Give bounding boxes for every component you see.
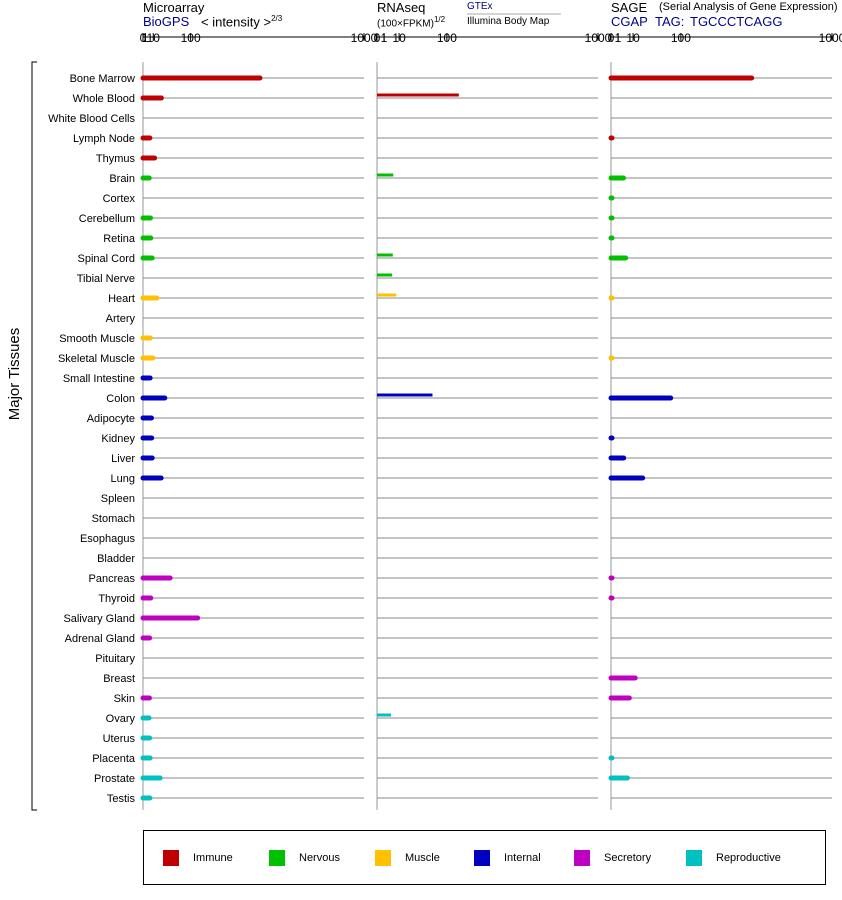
tissue-label-colon: Colon (106, 393, 135, 405)
tissue-label-adrenal-gland: Adrenal Gland (65, 633, 135, 645)
sage-tick-label-1: 1 (615, 31, 622, 45)
tissue-label-bladder: Bladder (97, 553, 135, 565)
tissue-label-stomach: Stomach (92, 513, 135, 525)
legend-swatch-immune (163, 850, 179, 866)
sage-tag-sequence: TGCCCTCAGG (690, 14, 783, 29)
tissue-label-thyroid: Thyroid (98, 593, 135, 605)
microarray-measure-exponent: 2/3 (271, 14, 283, 23)
tissue-label-lung: Lung (111, 473, 135, 485)
sage-tag-label: TAG: (655, 14, 685, 29)
tissue-label-lymph-node: Lymph Node (73, 133, 135, 145)
tissue-label-cortex: Cortex (103, 193, 136, 205)
tissue-label-adipocyte: Adipocyte (87, 413, 135, 425)
tissue-label-retina: Retina (103, 233, 136, 245)
legend-item-immune: Immune (163, 850, 233, 866)
tissue-label-pituitary: Pituitary (95, 653, 135, 665)
tissue-label-salivary-gland: Salivary Gland (63, 613, 135, 625)
tissue-label-white-blood-cells: White Blood Cells (48, 113, 135, 125)
rnaseq-measure-exponent: 1/2 (433, 15, 446, 24)
tissue-label-spleen: Spleen (101, 493, 135, 505)
rnaseq-tick-label-0: 0 (374, 31, 381, 45)
legend: Immune Nervous Muscle Internal Secretory… (143, 830, 826, 885)
rnaseq-measure-text: (100×FPKM) (377, 18, 434, 30)
legend-label-nervous: Nervous (299, 852, 340, 864)
sage-tick-label-0: 0 (608, 31, 615, 45)
tissue-label-testis: Testis (107, 793, 136, 805)
legend-label-internal: Internal (504, 852, 541, 864)
rnaseq-tick-label-1: 1 (381, 31, 388, 45)
legend-swatch-reproductive (686, 850, 702, 866)
microarray-measure-text: < intensity > (201, 14, 272, 30)
legend-item-muscle: Muscle (375, 850, 440, 866)
rnaseq-title: RNAseq (377, 0, 426, 15)
microarray-tick-label-1: 1 (142, 31, 149, 45)
rnaseq-tick-label-10: 10 (392, 31, 406, 45)
legend-label-reproductive: Reproductive (716, 852, 781, 864)
tissue-label-pancreas: Pancreas (89, 573, 136, 585)
y-axis-label: Major Tissues (6, 328, 23, 421)
sage-tick-label-100: 100 (671, 31, 691, 45)
sage-tick-label-10: 10 (626, 31, 640, 45)
tissue-label-tibial-nerve: Tibial Nerve (77, 273, 135, 285)
tissue-label-placenta: Placenta (92, 753, 136, 765)
legend-item-reproductive: Reproductive (686, 850, 781, 866)
legend-label-immune: Immune (193, 852, 233, 864)
legend-swatch-nervous (269, 850, 285, 866)
legend-item-secretory: Secretory (574, 850, 651, 866)
sage-note: (Serial Analysis of Gene Expression) (659, 1, 838, 13)
tissue-label-whole-blood: Whole Blood (73, 93, 135, 105)
legend-item-internal: Internal (474, 850, 541, 866)
rnaseq-tick-label-1000: 1000 (585, 31, 612, 45)
tissue-bracket (31, 61, 37, 811)
tissue-label-esophagus: Esophagus (80, 533, 136, 545)
tissue-label-skeletal-muscle: Skeletal Muscle (58, 353, 135, 365)
legend-item-nervous: Nervous (269, 850, 340, 866)
rnaseq-source-gtex-link[interactable]: GTEx (467, 1, 493, 12)
legend-swatch-internal (474, 850, 490, 866)
microarray-tick-label-1000: 1000 (351, 31, 378, 45)
tissue-label-prostate: Prostate (94, 773, 135, 785)
tissue-label-skin: Skin (114, 693, 135, 705)
legend-label-secretory: Secretory (604, 852, 652, 864)
tissue-label-kidney: Kidney (101, 433, 135, 445)
tissue-label-smooth-muscle: Smooth Muscle (59, 333, 135, 345)
tissue-label-thymus: Thymus (96, 153, 136, 165)
rnaseq-measure: (100×FPKM)1/2 (377, 15, 445, 29)
tissue-label-breast: Breast (103, 673, 135, 685)
microarray-tick-label-100: 100 (181, 31, 201, 45)
tissue-label-bone-marrow: Bone Marrow (70, 73, 135, 85)
tissue-label-ovary: Ovary (106, 713, 136, 725)
sage-tick-label-1000: 1000 (819, 31, 842, 45)
legend-swatch-muscle (375, 850, 391, 866)
tissue-label-brain: Brain (109, 173, 135, 185)
tissue-label-spinal-cord: Spinal Cord (78, 253, 135, 265)
microarray-title: Microarray (143, 0, 205, 15)
tissue-label-cerebellum: Cerebellum (79, 213, 135, 225)
tissue-label-small-intestine: Small Intestine (63, 373, 135, 385)
microarray-source-link[interactable]: BioGPS (143, 14, 190, 29)
sage-title: SAGE (611, 0, 648, 15)
sage-source-link[interactable]: CGAP (611, 14, 648, 29)
rnaseq-tick-label-100: 100 (437, 31, 457, 45)
tissue-label-liver: Liver (111, 453, 135, 465)
microarray-tick-label-0: 0 (140, 31, 147, 45)
microarray-tick-label-10: 10 (147, 31, 161, 45)
microarray-measure: < intensity >2/3 (201, 14, 282, 29)
tissue-label-heart: Heart (108, 293, 135, 305)
rnaseq-source-illumina: Illumina Body Map (467, 16, 550, 27)
tissue-label-uterus: Uterus (103, 733, 136, 745)
legend-swatch-secretory (574, 850, 590, 866)
legend-label-muscle: Muscle (405, 852, 440, 864)
tissue-label-artery: Artery (106, 313, 136, 325)
